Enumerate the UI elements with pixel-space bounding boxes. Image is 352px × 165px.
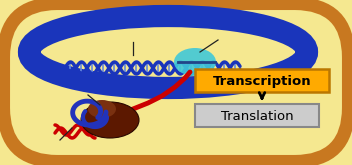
FancyBboxPatch shape: [195, 69, 329, 92]
Ellipse shape: [88, 100, 116, 118]
FancyBboxPatch shape: [9, 9, 343, 156]
Text: Translation: Translation: [221, 110, 293, 122]
Text: Transcription: Transcription: [213, 75, 311, 87]
Ellipse shape: [81, 102, 139, 138]
FancyBboxPatch shape: [195, 104, 319, 127]
Polygon shape: [21, 56, 315, 98]
Ellipse shape: [174, 48, 216, 76]
FancyBboxPatch shape: [2, 2, 350, 163]
